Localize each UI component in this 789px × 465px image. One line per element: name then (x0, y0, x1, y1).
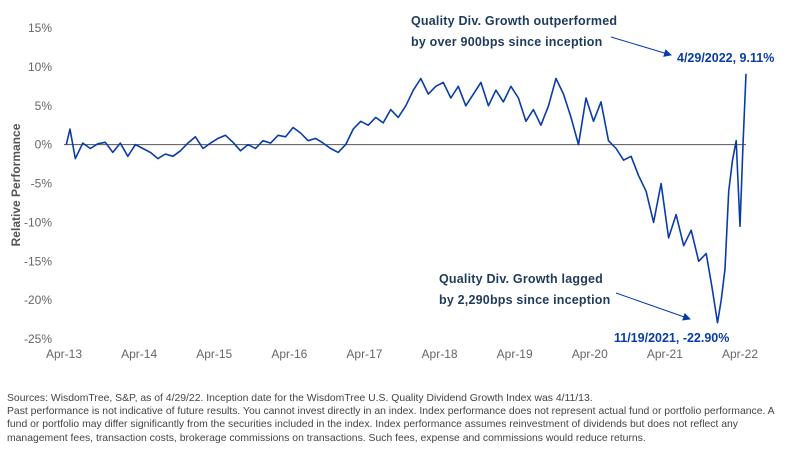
relative-performance-chart: 15%10%5%0%-5%-10%-15%-20%-25% Apr-13 Apr-… (9, 14, 774, 361)
x-tick-label: Apr-22 (722, 347, 758, 361)
footnote-sources: Sources: WisdomTree, S&P, as of 4/29/22.… (7, 393, 593, 404)
annotation-lagged-line1: Quality Div. Growth lagged (439, 272, 603, 286)
annotation-outperformed-arrow (610, 36, 672, 57)
annotation-outperformed-value: 4/29/2022, 9.11% (677, 51, 774, 65)
y-axis-label: Relative Performance (9, 123, 23, 246)
x-tick-label: Apr-18 (422, 347, 458, 361)
y-axis: 15% 10% 5% 0% -5% -10% -15% -20% -25% (24, 21, 52, 346)
footnote: Sources: WisdomTree, S&P, as of 4/29/22.… (7, 392, 783, 445)
x-tick-label: Apr-15 (196, 347, 232, 361)
y-tick-label: -25% (24, 332, 52, 346)
y-tick-label: 5% (35, 99, 53, 113)
y-tick-label: -5% (31, 177, 53, 191)
x-tick-label: Apr-21 (647, 347, 683, 361)
x-tick-label: Apr-19 (497, 347, 533, 361)
annotation-lagged-value: 11/19/2021, -22.90% (614, 331, 729, 345)
x-tick-label: Apr-17 (346, 347, 382, 361)
x-tick-label: Apr-16 (271, 347, 307, 361)
x-tick-label: Apr-13 (46, 347, 82, 361)
y-tick-label: -10% (24, 215, 52, 229)
series-line-quality-div-growth (65, 73, 747, 324)
annotation-outperformed-line1: Quality Div. Growth outperformed (411, 14, 617, 28)
y-tick-label: 10% (28, 60, 52, 74)
annotation-lagged-arrow (615, 292, 691, 321)
x-axis: Apr-13 Apr-14 Apr-15 Apr-16 Apr-17 Apr-18 Apr-… (46, 347, 758, 361)
annotation-outperformed-line2: by over 900bps since inception (411, 35, 602, 49)
y-tick-label: 15% (28, 21, 52, 35)
y-tick-label: -15% (24, 254, 52, 268)
x-tick-label: Apr-14 (121, 347, 157, 361)
footnote-disclaimer: Past performance is not indicative of fu… (7, 406, 775, 444)
annotation-lagged-line2: by 2,290bps since inception (439, 293, 610, 307)
y-tick-label: -20% (24, 293, 52, 307)
x-tick-label: Apr-20 (572, 347, 608, 361)
y-tick-label: 0% (35, 138, 53, 152)
